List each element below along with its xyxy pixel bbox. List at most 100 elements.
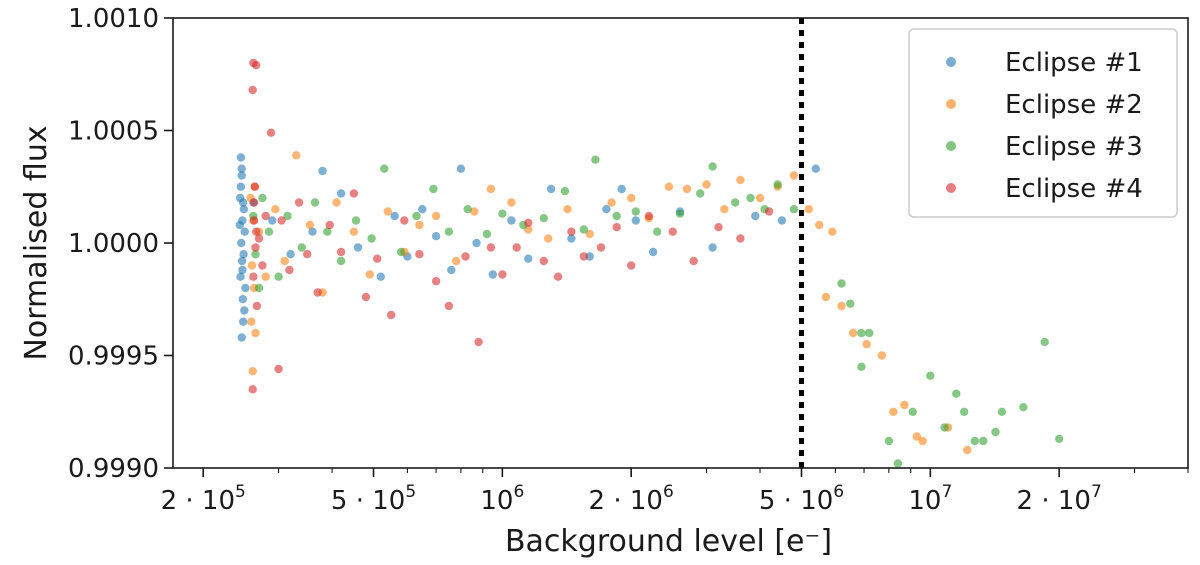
scatter-point-series-4 [764,207,774,216]
scatter-point-series-1 [472,238,481,248]
legend-marker [946,57,956,67]
scatter-point-series-3 [631,207,640,216]
y-tick-label: 1.0005 [68,117,159,147]
scatter-point-series-2 [789,171,799,180]
scatter-point-series-4 [512,243,521,252]
scatter-point-series-2 [755,193,765,203]
scatter-point-series-3 [254,283,264,293]
scatter-point-series-1 [546,184,556,194]
scatter-point-series-2 [305,220,315,230]
scatter-point-series-3 [560,187,570,196]
y-tick-label: 0.9995 [68,342,159,372]
scatter-point-series-4 [567,227,576,236]
legend-label: Eclipse #1 [1005,48,1143,78]
scatter-point-series-4 [303,250,312,259]
scatter-point-series-3 [857,362,866,371]
scatter-point-series-4 [261,211,270,221]
scatter-point-series-3 [498,209,507,218]
legend-label: Eclipse #2 [1005,90,1143,120]
scatter-point-series-4 [248,85,257,95]
points-layer [235,58,1064,468]
scatter-point-series-1 [238,295,247,304]
scatter-point-series-1 [390,211,399,221]
scatter-point-series-2 [332,198,341,207]
scatter-point-series-3 [310,198,320,207]
legend-box [908,28,1178,218]
scatter-point-series-3 [258,193,267,203]
scatter-point-series-2 [889,407,898,416]
scatter-point-series-2 [963,445,972,455]
scatter-point-series-3 [884,436,894,446]
scatter-point-series-4 [249,198,259,207]
scatter-point-series-2 [900,400,909,410]
scatter-point-series-4 [248,385,257,394]
scatter-point-series-3 [926,371,935,380]
x-tick-label: 5 · 105 [331,482,416,516]
scatter-point-series-2 [261,272,270,281]
scatter-point-series-1 [235,220,244,230]
scatter-point-series-3 [539,214,548,223]
scatter-point-series-4 [325,220,334,230]
scatter-point-series-2 [664,182,674,191]
scatter-point-series-2 [247,261,257,270]
scatter-point-series-4 [252,60,261,70]
legend-marker [946,183,956,193]
scatter-point-series-4 [277,216,286,225]
scatter-point-series-4 [498,270,507,279]
scatter-point-series-2 [280,256,289,266]
scatter-point-series-1 [585,252,594,261]
scatter-point-series-1 [236,272,245,281]
scatter-point-series-1 [239,198,248,207]
scatter-point-series-2 [804,205,813,214]
scatter-point-series-3 [274,272,283,281]
scatter-point-series-1 [648,247,658,257]
scatter-point-series-1 [617,184,626,194]
scatter-point-series-3 [952,389,961,398]
scatter-point-series-4 [361,292,371,302]
scatter-point-series-1 [240,306,249,315]
scatter-point-series-4 [736,234,745,243]
scatter-point-series-1 [239,250,248,259]
scatter-point-series-3 [482,229,492,239]
scatter-point-series-3 [412,211,421,221]
scatter-point-series-3 [463,205,472,214]
scatter-point-series-1 [456,164,466,173]
scatter-point-series-1 [751,211,760,221]
scatter-point-series-1 [237,333,246,342]
scatter-point-series-3 [846,299,855,308]
scatter-point-series-3 [579,225,588,234]
scatter-point-series-2 [837,301,846,311]
ticks-layer [164,17,1189,477]
scatter-point-series-4 [266,128,276,137]
scatter-point-series-3 [746,193,755,203]
scatter-point-series-3 [1019,403,1028,412]
scatter-point-series-2 [431,211,441,221]
scatter-point-series-3 [396,247,406,257]
scatter-point-series-2 [365,270,374,279]
scatter-point-series-2 [544,234,553,243]
scatter-point-series-3 [1040,337,1049,347]
y-tick-label: 1.0010 [68,4,159,34]
scatter-point-series-2 [251,328,260,338]
scatter-point-series-4 [461,252,470,261]
scatter-point-series-3 [997,407,1007,416]
scatter-point-series-4 [249,272,258,281]
scatter-point-series-4 [553,272,563,281]
scatter-point-series-4 [373,254,382,263]
y-tick-label: 0.9990 [68,454,159,484]
scatter-point-series-4 [252,227,261,236]
x-tick-label: 107 [908,482,952,516]
scatter-point-series-2 [292,151,301,160]
scatter-point-series-4 [486,243,496,252]
scatter-point-series-3 [940,423,949,432]
scatter-point-series-4 [415,250,424,259]
scatter-point-series-1 [336,189,346,198]
scatter-point-series-1 [239,205,249,214]
scatter-point-series-2 [828,227,837,236]
scatter-point-series-3 [591,155,600,164]
scatter-point-series-4 [644,211,654,221]
scatter-point-series-3 [323,227,332,236]
scatter-point-series-4 [474,337,483,347]
scatter-point-series-4 [254,234,264,243]
